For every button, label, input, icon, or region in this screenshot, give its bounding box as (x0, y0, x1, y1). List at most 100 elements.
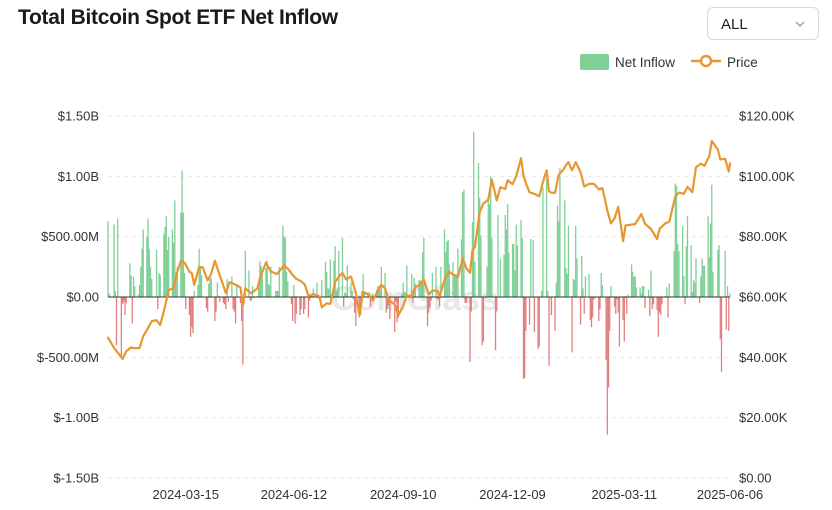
inflow-bar (345, 293, 347, 297)
inflow-bar (695, 258, 697, 297)
inflow-bar (690, 245, 692, 297)
inflow-bar (163, 234, 165, 297)
inflow-bar (528, 297, 531, 325)
inflow-bar (456, 274, 458, 297)
inflow-bar (414, 283, 417, 297)
inflow-bar (533, 297, 536, 332)
inflow-bar (658, 297, 661, 313)
inflow-bar (124, 297, 126, 316)
inflow-bar (240, 297, 243, 322)
inflow-bars (107, 131, 731, 435)
inflow-bar (651, 297, 653, 310)
inflow-bar (674, 183, 676, 297)
inflow-bar (673, 251, 675, 297)
inflow-bar (547, 290, 549, 297)
inflow-bar (607, 297, 610, 388)
inflow-bar (590, 297, 593, 328)
inflow-bar (582, 288, 584, 297)
inflow-bar (657, 297, 659, 337)
inflow-bar (624, 295, 627, 297)
inflow-bar (639, 287, 641, 297)
inflow-bar (334, 246, 336, 297)
inflow-bar (397, 297, 399, 318)
inflow-bar (147, 218, 149, 297)
inflow-bar (598, 297, 600, 322)
inflow-bar (222, 297, 225, 304)
inflow-bar (660, 297, 662, 316)
inflow-bar (420, 283, 423, 297)
x-tick-label: 2025-06-06 (697, 487, 764, 502)
legend-item-net-inflow[interactable]: Net Inflow (580, 53, 675, 71)
inflow-bar (276, 290, 278, 297)
inflow-bar (413, 277, 415, 297)
inflow-bar (312, 288, 314, 297)
inflow-bar (242, 297, 244, 365)
inflow-bar (522, 297, 525, 380)
inflow-bar (643, 286, 645, 297)
inflow-bar (496, 297, 498, 312)
inflow-bar (149, 266, 152, 297)
x-tick-label: 2024-09-10 (370, 487, 437, 502)
inflow-bar (278, 266, 280, 297)
inflow-bar (380, 266, 382, 297)
inflow-bar (183, 272, 186, 297)
inflow-bar (282, 225, 284, 297)
inflow-bar (505, 229, 508, 297)
inflow-bar (141, 248, 143, 297)
inflow-bar (205, 297, 208, 308)
y-left-tick-label: $-1.00B (53, 410, 99, 425)
inflow-bar (632, 271, 634, 297)
inflow-bar (610, 286, 612, 297)
range-select[interactable]: ALL (707, 7, 819, 40)
inflow-bar (121, 297, 124, 305)
inflow-bar (277, 290, 279, 297)
inflow-bar (554, 297, 556, 331)
inflow-bar (317, 297, 319, 299)
inflow-bar (460, 239, 463, 297)
inflow-bar (664, 295, 667, 297)
inflow-bar (253, 297, 255, 299)
inflow-bar (217, 295, 220, 297)
inflow-bar (712, 271, 714, 297)
inflow-bar (256, 295, 259, 297)
legend-label-price: Price (727, 54, 758, 70)
inflow-bar (338, 251, 340, 297)
inflow-bar (324, 262, 327, 297)
inflow-bar (430, 297, 432, 301)
inflow-bar (260, 265, 262, 297)
inflow-bar (605, 297, 607, 360)
inflow-bar (231, 276, 233, 297)
inflow-bar (491, 237, 493, 297)
inflow-bar (182, 212, 184, 297)
y-left-tick-label: $-500.00M (37, 350, 99, 365)
legend-item-price[interactable]: Price (691, 53, 758, 71)
inflow-bar (395, 297, 397, 302)
x-tick-label: 2024-12-09 (479, 487, 546, 502)
inflow-bar (343, 297, 345, 307)
inflow-bar (165, 216, 167, 297)
inflow-bar (384, 272, 386, 297)
inflow-bar (157, 297, 159, 310)
inflow-bar (606, 297, 608, 435)
inflow-bar (618, 297, 621, 347)
inflow-bar (386, 297, 389, 310)
inflow-bar (292, 297, 294, 322)
inflow-bar (134, 286, 136, 297)
inflow-bar (589, 297, 591, 320)
inflow-bar (507, 204, 509, 297)
inflow-bar (419, 280, 421, 297)
inflow-bar (175, 272, 177, 297)
inflow-bar (174, 200, 176, 297)
inflow-bar (700, 276, 702, 297)
inflow-bar (233, 297, 235, 312)
inflow-bar (494, 297, 497, 351)
inflow-bar (378, 286, 380, 297)
inflow-bar (656, 297, 658, 311)
inflow-bar (164, 227, 166, 297)
inflow-bar (225, 297, 227, 310)
inflow-bar (172, 242, 175, 297)
inflow-bar (372, 293, 374, 297)
inflow-bar (369, 297, 372, 307)
inflow-bar (599, 297, 601, 310)
inflow-bar (480, 235, 482, 297)
